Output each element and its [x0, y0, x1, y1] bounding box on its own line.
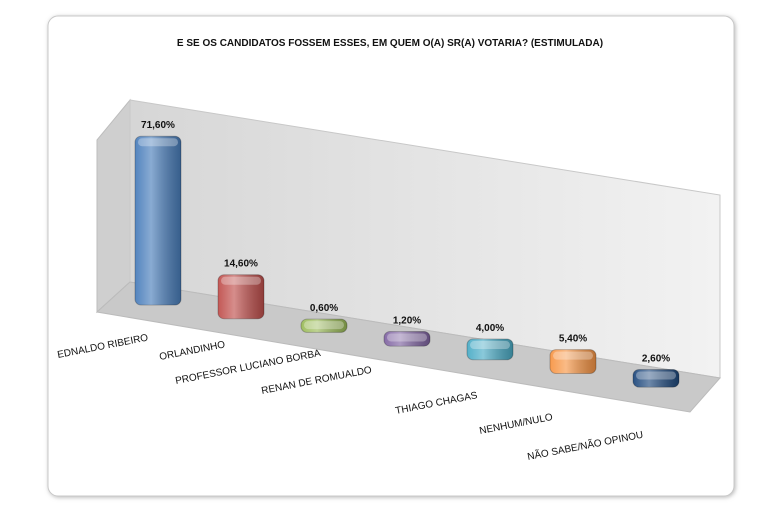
bar-top — [221, 276, 261, 285]
bar-shine — [550, 349, 596, 374]
bars — [134, 135, 680, 388]
bar-shine — [384, 331, 430, 347]
bar-shine — [135, 136, 181, 305]
bar-shine — [218, 274, 264, 319]
bar-shine — [301, 319, 347, 333]
value-label: 1,20% — [393, 315, 421, 326]
chart-title: E SE OS CANDIDATOS FOSSEM ESSES, EM QUEM… — [177, 38, 603, 49]
value-label: 14,60% — [224, 259, 258, 270]
bar-top — [138, 138, 178, 147]
bar-top — [470, 341, 510, 350]
bar-shine — [633, 369, 679, 388]
bar-top — [304, 321, 344, 330]
value-label: 0,60% — [310, 303, 338, 314]
bar-top — [387, 333, 427, 342]
bar-top — [553, 351, 593, 360]
bar-top — [636, 371, 676, 380]
value-label: 2,60% — [642, 353, 670, 364]
value-label: 5,40% — [559, 334, 587, 345]
value-label: 71,60% — [141, 120, 175, 131]
value-label: 4,00% — [476, 323, 504, 334]
bar-shine — [467, 339, 513, 360]
